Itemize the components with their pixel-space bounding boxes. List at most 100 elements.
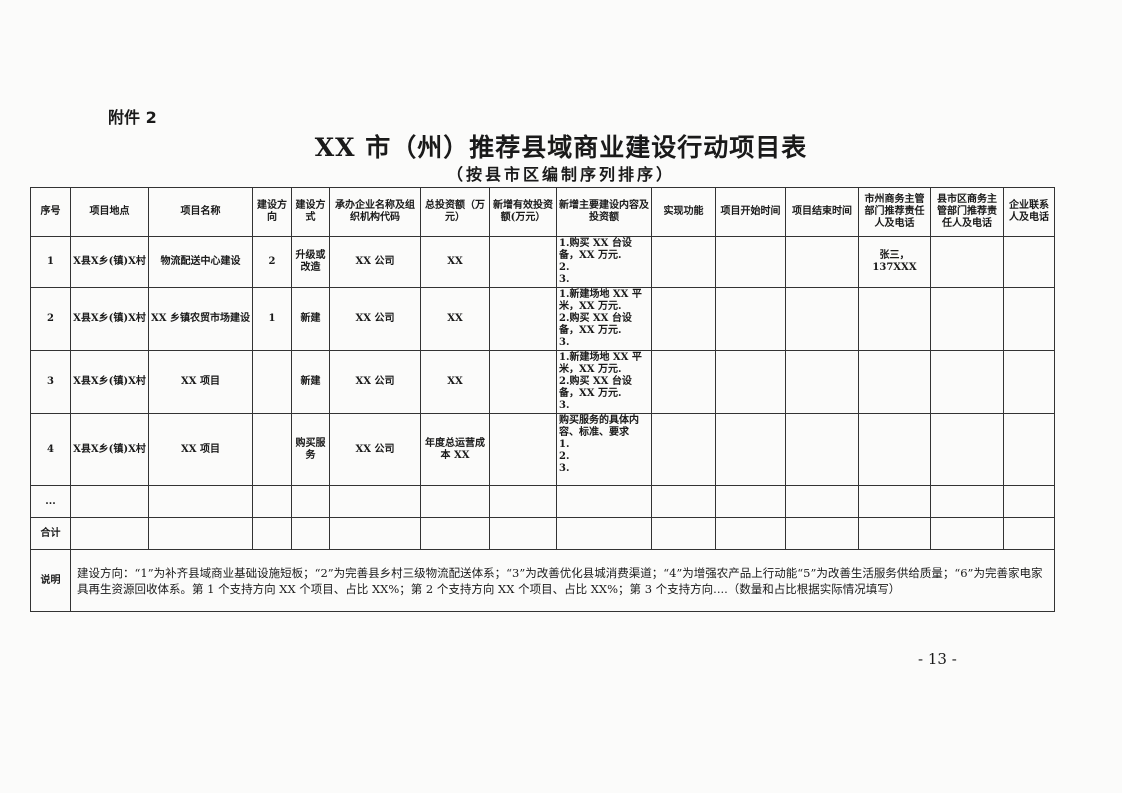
- cell-county-contact: [930, 287, 1004, 351]
- cell-new-invest: [489, 236, 557, 288]
- empty-cell: [291, 485, 330, 518]
- empty-cell: [329, 485, 421, 518]
- page-number: - 13 -: [918, 650, 957, 668]
- cell-no: 4: [30, 413, 71, 486]
- cell-start: [715, 350, 786, 414]
- cell-method: 新建: [291, 350, 330, 414]
- attachment-label: 附件 2: [108, 108, 157, 127]
- cell-no: 2: [30, 287, 71, 351]
- cell-no: 1: [30, 236, 71, 288]
- content-line: 1.新建场地 XX 平米，XX 万元.: [559, 352, 642, 375]
- column-header: 实现功能: [651, 187, 716, 237]
- cell-city-contact: 张三，137XXX: [858, 236, 931, 288]
- cell-start: [715, 413, 786, 486]
- empty-cell: [715, 517, 786, 550]
- cell-content: 1.购买 XX 台设备，XX 万元. 2. 3.: [556, 236, 652, 288]
- cell-location: X县X乡(镇)X村: [70, 413, 149, 486]
- content-line: 购买服务的具体内容、标准、要求: [559, 415, 639, 438]
- document-title: XX 市（州）推荐县域商业建设行动项目表: [314, 133, 808, 162]
- cell-company: XX 公司: [329, 413, 421, 486]
- empty-cell: [489, 485, 557, 518]
- row-label: ...: [30, 485, 71, 518]
- cell-company-contact: [1003, 236, 1055, 288]
- project-table: 序号 项目地点 项目名称 建设方向 建设方式 承办企业名称及组织机构代码 总投资额（万元）新…: [30, 187, 1055, 612]
- empty-cell: [148, 485, 253, 518]
- empty-cell: [556, 485, 652, 518]
- empty-cell: [930, 517, 1004, 550]
- cell-no: 3: [30, 350, 71, 414]
- cell-total: 年度总运营成本 XX: [420, 413, 490, 486]
- table-row: 1 X县X乡(镇)X村 物流配送中心建设 2 升级或改造 XX 公司 XX 1.购买 XX 台…: [30, 236, 1055, 288]
- cell-new-invest: [489, 350, 557, 414]
- empty-cell: [556, 517, 652, 550]
- column-header: 新增有效投资额(万元）: [489, 187, 557, 237]
- column-header: 市州商务主管部门推荐责任人及电话: [858, 187, 931, 237]
- column-header: 企业联系人及电话: [1003, 187, 1055, 237]
- cell-name: XX 乡镇农贸市场建设: [148, 287, 253, 351]
- cell-county-contact: [930, 413, 1004, 486]
- cell-total: XX: [420, 350, 490, 414]
- content-line: 2.: [559, 451, 570, 462]
- cell-location: X县X乡(镇)X村: [70, 287, 149, 351]
- cell-company: XX 公司: [329, 350, 421, 414]
- table-row: 2 X县X乡(镇)X村 XX 乡镇农贸市场建设 1 新建 XX 公司 XX 1.新建场地 XX…: [30, 287, 1055, 351]
- empty-cell: [329, 517, 421, 550]
- ellipsis-row: ...: [30, 485, 1055, 518]
- cell-name: XX 项目: [148, 413, 253, 486]
- empty-cell: [930, 485, 1004, 518]
- cell-location: X县X乡(镇)X村: [70, 350, 149, 414]
- empty-cell: [651, 485, 716, 518]
- cell-direction: 1: [252, 287, 292, 351]
- cell-method: 新建: [291, 287, 330, 351]
- empty-cell: [148, 517, 253, 550]
- content-line: 1.新建场地 XX 平米，XX 万元.: [559, 289, 642, 312]
- cell-end: [785, 287, 859, 351]
- note-row: 说明 建设方向：“1”为补齐县域商业基础设施短板；“2”为完善县乡村三级物流配送体…: [30, 549, 1055, 612]
- empty-cell: [420, 485, 490, 518]
- cell-method: 升级或改造: [291, 236, 330, 288]
- cell-function: [651, 236, 716, 288]
- empty-cell: [420, 517, 490, 550]
- column-header: 建设方式: [291, 187, 330, 237]
- cell-location: X县X乡(镇)X村: [70, 236, 149, 288]
- cell-function: [651, 287, 716, 351]
- cell-new-invest: [489, 413, 557, 486]
- empty-cell: [489, 517, 557, 550]
- document-subtitle: （按县市区编制序列排序）: [446, 165, 675, 184]
- cell-content: 1.新建场地 XX 平米，XX 万元. 2.购买 XX 台设备，XX 万元. 3.: [556, 287, 652, 351]
- cell-company: XX 公司: [329, 236, 421, 288]
- cell-name: XX 项目: [148, 350, 253, 414]
- empty-cell: [715, 485, 786, 518]
- cell-start: [715, 287, 786, 351]
- cell-end: [785, 236, 859, 288]
- cell-company-contact: [1003, 350, 1055, 414]
- total-row: 合计: [30, 517, 1055, 550]
- cell-direction: [252, 350, 292, 414]
- cell-company-contact: [1003, 413, 1055, 486]
- column-header: 新增主要建设内容及投资额: [556, 187, 652, 237]
- cell-direction: [252, 413, 292, 486]
- content-line: 1.: [559, 439, 570, 450]
- content-line: 2.购买 XX 台设备，XX 万元.: [559, 313, 632, 336]
- content-line: 2.购买 XX 台设备，XX 万元.: [559, 376, 632, 399]
- empty-cell: [291, 517, 330, 550]
- cell-total: XX: [420, 236, 490, 288]
- cell-new-invest: [489, 287, 557, 351]
- note-text: 建设方向：“1”为补齐县域商业基础设施短板；“2”为完善县乡村三级物流配送体系；…: [70, 549, 1055, 612]
- content-line: 3.: [559, 274, 570, 285]
- cell-content: 购买服务的具体内容、标准、要求 1. 2. 3.: [556, 413, 652, 486]
- note-label: 说明: [30, 549, 71, 612]
- cell-end: [785, 413, 859, 486]
- cell-method: 购买服务: [291, 413, 330, 486]
- content-line: 3.: [559, 463, 570, 474]
- column-header: 项目结束时间: [785, 187, 859, 237]
- column-header: 建设方向: [252, 187, 292, 237]
- cell-company-contact: [1003, 287, 1055, 351]
- cell-company: XX 公司: [329, 287, 421, 351]
- column-header: 总投资额（万元）: [420, 187, 490, 237]
- cell-city-contact: [858, 287, 931, 351]
- empty-cell: [252, 485, 292, 518]
- empty-cell: [785, 485, 859, 518]
- empty-cell: [785, 517, 859, 550]
- empty-cell: [70, 485, 149, 518]
